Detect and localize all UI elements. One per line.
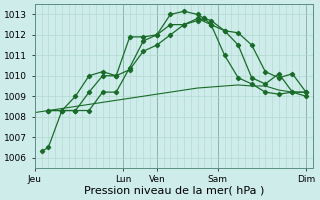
X-axis label: Pression niveau de la mer( hPa ): Pression niveau de la mer( hPa )	[84, 186, 264, 196]
